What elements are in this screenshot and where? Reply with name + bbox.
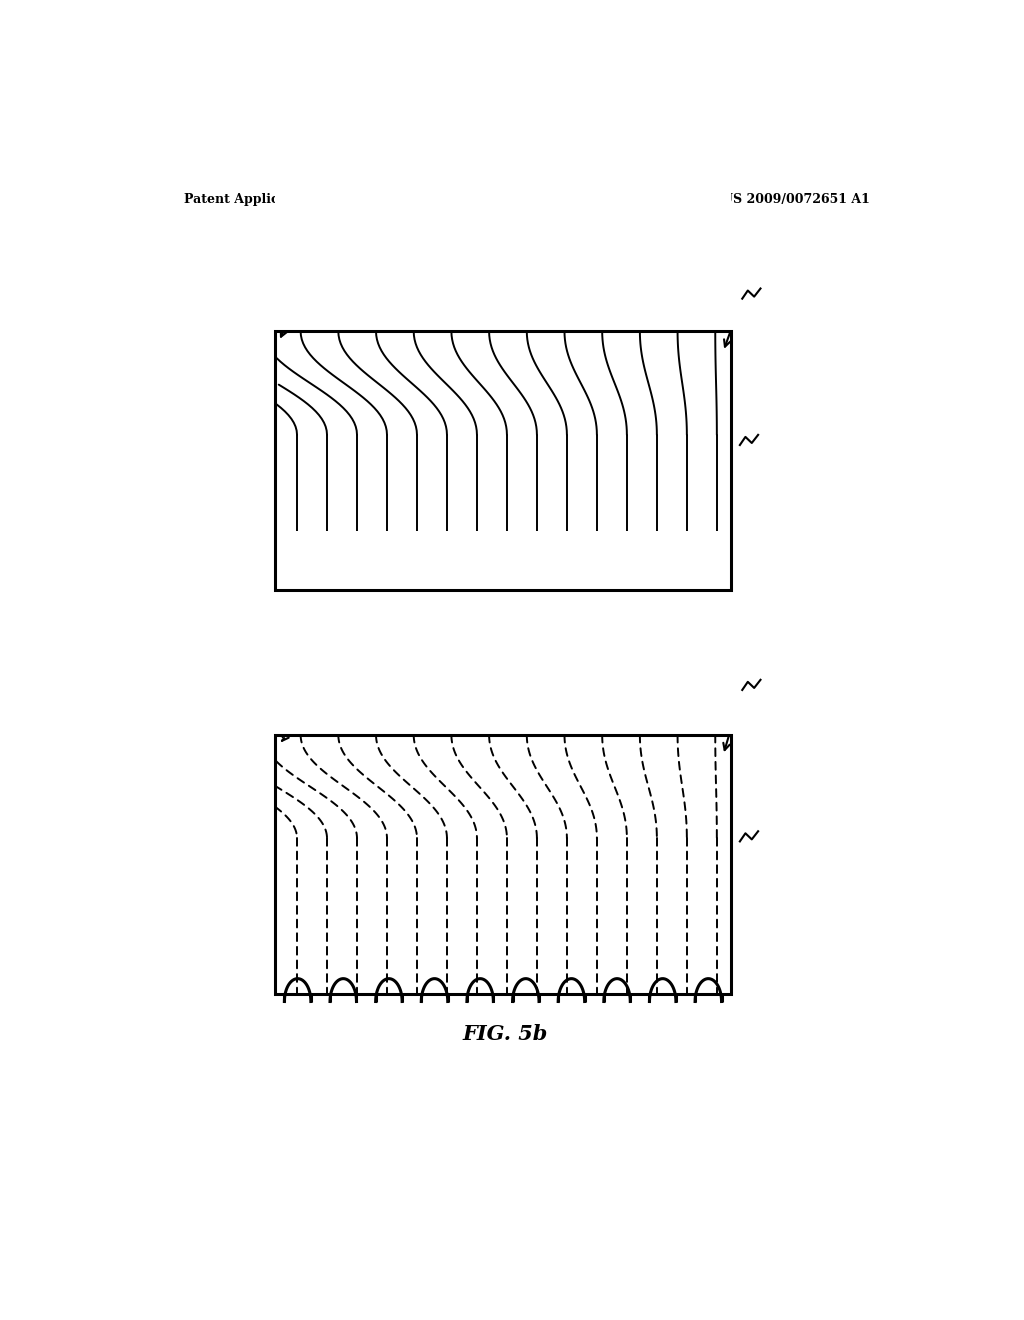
Text: 431: 431: [323, 649, 354, 667]
Text: 42: 42: [478, 255, 500, 272]
Bar: [128, 634, 274, 994]
Bar: [731, 230, 922, 590]
Bar: [128, 230, 274, 590]
Text: 41: 41: [761, 426, 782, 444]
Text: FIG. 5b: FIG. 5b: [462, 1024, 548, 1044]
Text: FIG. 5a: FIG. 5a: [463, 618, 547, 638]
Text: 41: 41: [761, 822, 782, 840]
Text: Patent Application Publication: Patent Application Publication: [183, 193, 399, 206]
Text: 4: 4: [763, 272, 773, 289]
Bar: [274, 735, 731, 994]
Bar: [274, 128, 731, 331]
Text: 421: 421: [287, 265, 318, 282]
Bar: [274, 532, 731, 735]
Text: 43: 43: [446, 639, 468, 656]
Text: 4: 4: [763, 663, 773, 680]
Text: US 2009/0072651 A1: US 2009/0072651 A1: [722, 193, 870, 206]
Text: Mar. 19, 2009  Sheet 5 of 9: Mar. 19, 2009 Sheet 5 of 9: [362, 193, 552, 206]
Bar: [731, 634, 922, 994]
Bar: [274, 331, 731, 590]
